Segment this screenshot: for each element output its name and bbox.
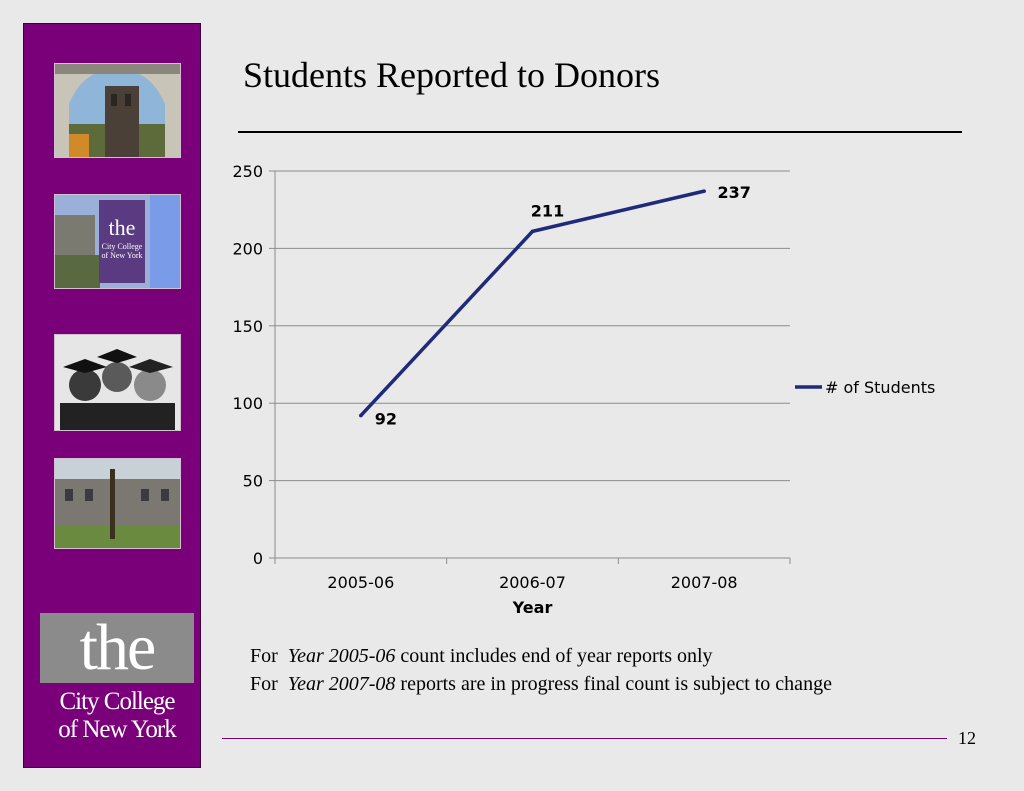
note-2-prefix: For [250,673,278,695]
note-1-year: Year 2005-06 [287,645,396,667]
title-underline [238,131,962,133]
campus-archway-photo [54,63,181,158]
y-tick-label: 250 [232,162,263,181]
note-2-year: Year 2007-08 [287,673,396,695]
campus-building-photo [54,458,181,549]
slide-title: Students Reported to Donors [243,55,660,95]
sidebar-panel: the City College of New York [23,23,201,768]
legend-label: # of Students [825,378,935,397]
city-college-logo: the City College of New York [40,613,194,753]
y-tick-label: 100 [232,394,263,413]
svg-text:City College: City College [102,242,143,251]
x-axis-title: Year [512,598,553,617]
note-1-text: count includes end of year reports only [400,645,713,667]
x-tick-label: 2005-06 [327,573,394,592]
data-label: 237 [717,183,750,202]
note-2-text: reports are in progress final count is s… [400,673,832,695]
logo-line-2: of New York [58,716,176,743]
y-tick-label: 50 [243,472,263,491]
x-tick-label: 2006-07 [499,573,566,592]
series-line [359,189,705,417]
footer-rule [222,738,947,739]
page-number: 12 [958,728,976,748]
y-tick-label: 150 [232,317,263,336]
college-banner-photo: the City College of New York [54,194,181,289]
data-point [702,189,706,193]
data-label: 92 [375,410,397,429]
y-tick-label: 0 [253,549,263,568]
data-point [359,413,363,418]
note-1: For Year 2005-06 count includes end of y… [250,645,713,668]
graduates-photo [54,334,181,431]
note-1-prefix: For [250,645,278,667]
y-tick-label: 200 [232,239,263,258]
students-line-chart: 0 50 100 150 200 250 2005-06 2006-07 2007-08 Year… [232,162,935,617]
svg-text:the: the [109,215,136,240]
data-point [530,229,535,234]
logo-word: the [79,613,157,684]
logo-line-1: City College [59,688,175,715]
x-tick-label: 2007-08 [671,573,738,592]
data-label: 211 [531,201,564,220]
svg-text:of New York: of New York [101,251,142,260]
note-2: For Year 2007-08 reports are in progress… [250,673,832,696]
